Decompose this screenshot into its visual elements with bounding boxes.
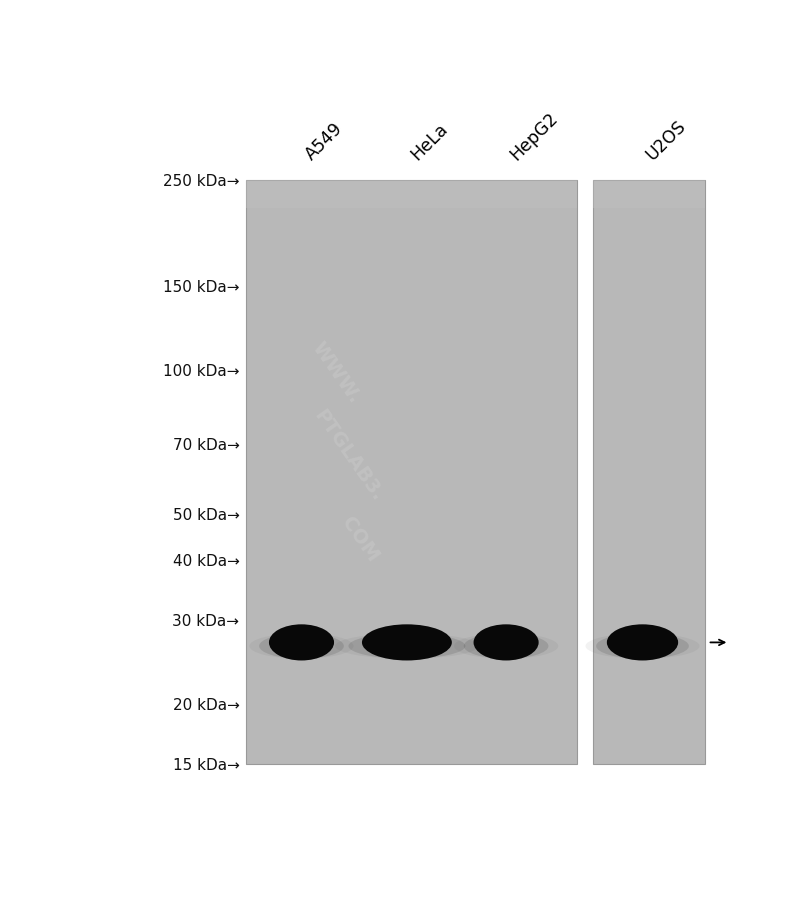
- Text: PTGLAB3.: PTGLAB3.: [310, 407, 386, 504]
- Text: 100 kDa→: 100 kDa→: [163, 364, 239, 379]
- Ellipse shape: [596, 634, 689, 659]
- Text: 250 kDa→: 250 kDa→: [163, 174, 239, 189]
- Text: 20 kDa→: 20 kDa→: [173, 697, 239, 713]
- Text: 70 kDa→: 70 kDa→: [173, 437, 239, 453]
- Text: HepG2: HepG2: [506, 109, 561, 164]
- Text: A549: A549: [302, 119, 346, 164]
- Bar: [593, 181, 705, 765]
- Text: 30 kDa→: 30 kDa→: [173, 613, 239, 629]
- Ellipse shape: [349, 634, 466, 659]
- Bar: [593, 181, 705, 209]
- Ellipse shape: [259, 634, 344, 659]
- Text: 15 kDa→: 15 kDa→: [173, 757, 239, 772]
- Ellipse shape: [250, 634, 354, 659]
- Ellipse shape: [454, 634, 558, 659]
- Ellipse shape: [269, 624, 334, 661]
- Ellipse shape: [474, 624, 538, 661]
- Text: HeLa: HeLa: [407, 120, 451, 164]
- Text: 150 kDa→: 150 kDa→: [163, 280, 239, 295]
- Ellipse shape: [586, 634, 699, 659]
- Text: U2OS: U2OS: [642, 117, 690, 164]
- Text: 50 kDa→: 50 kDa→: [173, 508, 239, 522]
- Bar: [246, 181, 578, 765]
- Ellipse shape: [607, 624, 678, 661]
- Ellipse shape: [335, 634, 479, 659]
- Text: 40 kDa→: 40 kDa→: [173, 554, 239, 568]
- Ellipse shape: [464, 634, 549, 659]
- Ellipse shape: [362, 624, 452, 661]
- Bar: [246, 181, 578, 209]
- Text: COM: COM: [338, 513, 382, 565]
- Text: WWW.: WWW.: [308, 338, 363, 406]
